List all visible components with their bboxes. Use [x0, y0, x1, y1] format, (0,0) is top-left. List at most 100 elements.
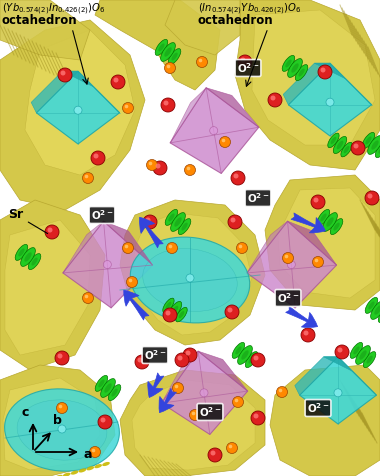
- Text: a: a: [83, 448, 92, 461]
- Circle shape: [85, 175, 88, 178]
- Circle shape: [175, 385, 178, 388]
- Ellipse shape: [105, 383, 112, 393]
- Ellipse shape: [365, 137, 372, 144]
- Circle shape: [315, 258, 318, 262]
- Ellipse shape: [362, 132, 375, 149]
- Ellipse shape: [367, 136, 380, 154]
- Text: $\mathbf{O^{2-}}$: $\mathbf{O^{2-}}$: [91, 208, 113, 222]
- Circle shape: [251, 353, 265, 367]
- Circle shape: [253, 356, 258, 360]
- Text: $\mathbf{O^{2-}}$: $\mathbf{O^{2-}}$: [237, 61, 259, 75]
- Ellipse shape: [63, 473, 71, 476]
- Ellipse shape: [366, 356, 373, 364]
- Circle shape: [111, 75, 125, 89]
- Text: $\mathbf{O^{2-}}$: $\mathbf{O^{2-}}$: [307, 401, 329, 415]
- Polygon shape: [104, 221, 152, 265]
- Ellipse shape: [328, 133, 339, 148]
- Ellipse shape: [295, 65, 308, 80]
- Polygon shape: [62, 71, 120, 113]
- Ellipse shape: [164, 47, 172, 57]
- Circle shape: [129, 279, 132, 282]
- Circle shape: [60, 70, 65, 76]
- Ellipse shape: [130, 237, 250, 323]
- Circle shape: [161, 98, 175, 112]
- Ellipse shape: [18, 248, 25, 257]
- Circle shape: [199, 59, 202, 62]
- Circle shape: [74, 106, 82, 114]
- Ellipse shape: [288, 59, 302, 78]
- Circle shape: [239, 245, 242, 248]
- Circle shape: [185, 350, 190, 356]
- Circle shape: [326, 98, 334, 106]
- Circle shape: [228, 215, 242, 229]
- Ellipse shape: [341, 142, 352, 157]
- Circle shape: [192, 412, 195, 415]
- Circle shape: [186, 274, 194, 282]
- Ellipse shape: [95, 376, 108, 391]
- Circle shape: [285, 255, 288, 258]
- Ellipse shape: [353, 347, 359, 355]
- Circle shape: [125, 245, 128, 248]
- Ellipse shape: [370, 301, 380, 319]
- Circle shape: [225, 305, 239, 319]
- Circle shape: [238, 55, 252, 69]
- Polygon shape: [170, 88, 206, 143]
- Circle shape: [251, 411, 265, 425]
- Circle shape: [91, 151, 105, 165]
- Ellipse shape: [166, 302, 171, 309]
- Ellipse shape: [168, 49, 181, 65]
- Ellipse shape: [24, 252, 32, 262]
- Circle shape: [114, 78, 119, 82]
- Ellipse shape: [101, 378, 116, 397]
- Ellipse shape: [165, 209, 178, 226]
- Circle shape: [229, 445, 232, 448]
- Ellipse shape: [15, 245, 28, 260]
- Circle shape: [175, 353, 189, 367]
- Polygon shape: [235, 0, 380, 170]
- Polygon shape: [299, 357, 377, 424]
- Ellipse shape: [317, 209, 330, 226]
- Circle shape: [166, 242, 177, 254]
- Circle shape: [122, 102, 133, 113]
- Ellipse shape: [163, 298, 174, 313]
- Ellipse shape: [326, 218, 334, 227]
- Polygon shape: [120, 370, 265, 476]
- Ellipse shape: [344, 146, 349, 153]
- Polygon shape: [3, 378, 100, 470]
- Polygon shape: [165, 0, 240, 55]
- Ellipse shape: [285, 60, 291, 68]
- Ellipse shape: [331, 137, 336, 144]
- Circle shape: [231, 171, 245, 185]
- Text: octahedron: octahedron: [2, 14, 78, 27]
- Polygon shape: [36, 71, 120, 144]
- Circle shape: [135, 355, 149, 369]
- Text: $\mathbf{O^{2-}}$: $\mathbf{O^{2-}}$: [277, 291, 299, 305]
- Circle shape: [241, 58, 245, 62]
- Circle shape: [228, 307, 233, 313]
- Ellipse shape: [249, 356, 255, 364]
- Circle shape: [268, 93, 282, 107]
- Ellipse shape: [238, 346, 252, 365]
- Circle shape: [185, 165, 195, 176]
- Circle shape: [312, 257, 323, 268]
- Polygon shape: [198, 351, 248, 391]
- Circle shape: [93, 153, 98, 159]
- Circle shape: [311, 195, 325, 209]
- Ellipse shape: [158, 43, 165, 51]
- Text: $\mathbf{O^{2-}}$: $\mathbf{O^{2-}}$: [144, 348, 166, 362]
- Ellipse shape: [330, 218, 343, 235]
- Ellipse shape: [161, 43, 175, 61]
- Circle shape: [183, 348, 197, 362]
- Ellipse shape: [155, 40, 168, 55]
- Ellipse shape: [174, 218, 182, 227]
- Ellipse shape: [375, 141, 380, 158]
- Circle shape: [301, 328, 315, 342]
- Circle shape: [138, 357, 142, 363]
- Circle shape: [334, 389, 342, 397]
- Circle shape: [59, 405, 62, 408]
- Polygon shape: [25, 30, 135, 175]
- Circle shape: [233, 397, 244, 407]
- Circle shape: [190, 409, 201, 420]
- Circle shape: [236, 242, 247, 254]
- Ellipse shape: [79, 468, 86, 473]
